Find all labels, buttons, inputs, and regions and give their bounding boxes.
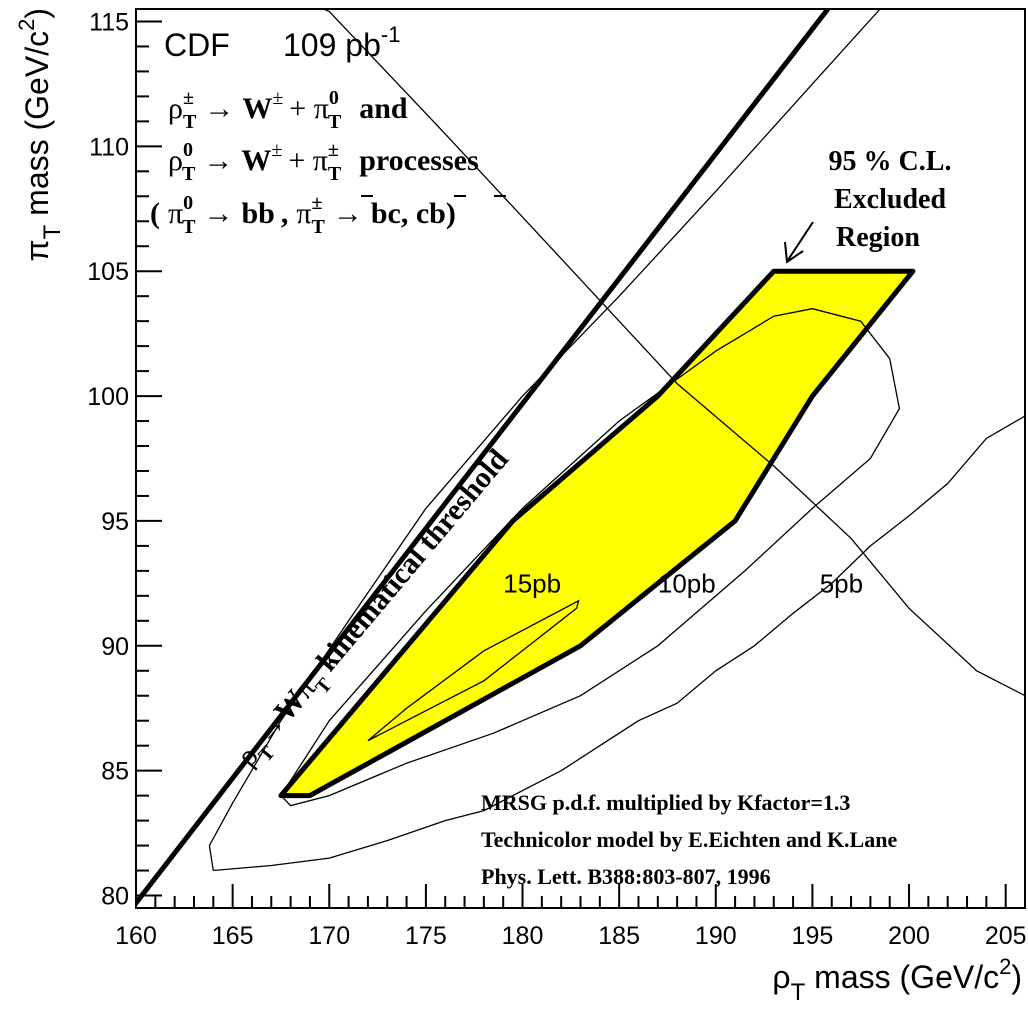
x-tick-label: 200: [888, 922, 930, 950]
contour-line-15pb: [367, 599, 580, 742]
x-tick-label: 165: [212, 922, 254, 950]
x-tick-label: 160: [115, 922, 157, 950]
footnote-line-1: MRSG p.d.f. multiplied by Kfactor=1.3: [481, 790, 850, 815]
y-tick-label: 80: [101, 883, 129, 911]
contour-line-extra-4: [213, 415, 1025, 872]
y-tick-label: 85: [101, 758, 129, 786]
y-axis-title: πT mass (GeV/c2): [14, 8, 66, 261]
x-tick-label: 195: [792, 922, 834, 950]
y-tick-label: 100: [87, 383, 129, 411]
footnote-line-2: Technicolor model by E.Eichten and K.Lan…: [481, 827, 897, 852]
contour-label-5pb: 5pb: [820, 568, 863, 598]
y-tick-label: 90: [101, 633, 129, 661]
excluded-label-line-3: Region: [836, 222, 920, 253]
excluded-label-line-1: 95 % C.L.: [829, 146, 952, 177]
x-tick-label: 185: [598, 922, 640, 950]
contour-line-extra-3: [208, 9, 881, 871]
y-tick-label: 110: [89, 133, 129, 161]
kinematic-threshold-line: [136, 9, 830, 908]
excluded-region-arrow: [784, 221, 814, 264]
excluded-region: [278, 268, 916, 799]
x-tick-label: 180: [502, 922, 544, 950]
x-tick-label: 205: [985, 922, 1027, 950]
plot-area: [136, 9, 1025, 908]
chart-title: CDF: [164, 27, 230, 63]
x-axis-ticks: 160 165 170 175 180 185 190 195 200 205: [115, 884, 1027, 950]
contour-labels: 15pb 10pb 5pb: [503, 568, 863, 598]
x-tick-label: 175: [405, 922, 447, 950]
contour-line-10pb: [280, 308, 901, 807]
y-axis-ticks: 80 85 90 95 100 105 110 115: [87, 8, 162, 911]
y-tick-label: 105: [87, 258, 129, 286]
contour-lines: [208, 9, 1025, 872]
decay-line: (π0 T → bb, π± T → bc, cb): [150, 192, 456, 238]
contour-line-5pb: [323, 9, 1025, 697]
luminosity-label: 109 pb-1: [283, 22, 400, 63]
excluded-label-line-2: Excluded: [834, 184, 946, 215]
x-tick-label: 170: [308, 922, 350, 950]
contour-label-10pb: 10pb: [658, 568, 716, 598]
contour-label-15pb: 15pb: [503, 568, 561, 598]
footnote-line-3: Phys. Lett. B388:803-807, 1996: [481, 864, 771, 889]
y-tick-label: 95: [101, 508, 129, 536]
y-tick-label: 115: [89, 8, 129, 36]
x-tick-label: 190: [695, 922, 737, 950]
x-axis-title: ρT mass (GeV/c2): [772, 954, 1022, 1006]
